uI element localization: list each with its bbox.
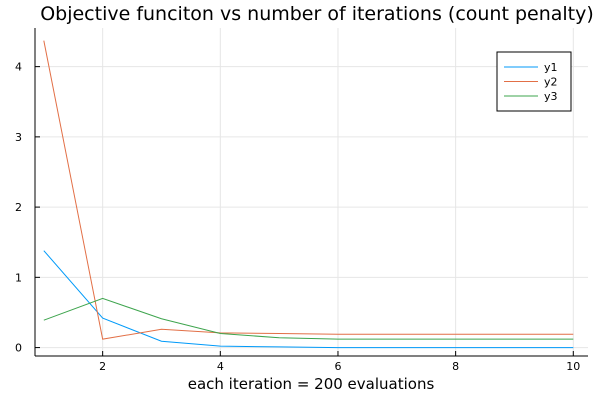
series-line-y2 — [43, 40, 574, 340]
legend-label-y1: y1 — [544, 61, 558, 74]
x-tick-label: 4 — [217, 360, 224, 373]
x-tick-label: 8 — [452, 360, 459, 373]
tick-labels: 2 4 6 8 10 0 1 2 3 4 — [15, 61, 580, 373]
y-tick-label: 3 — [15, 131, 22, 144]
x-tick-label: 10 — [566, 360, 580, 373]
legend-label-y3: y3 — [544, 90, 558, 103]
legend-label-y2: y2 — [544, 76, 558, 89]
chart-title: Objective funciton vs number of iteratio… — [40, 3, 594, 25]
y-tick-label: 4 — [15, 61, 22, 74]
series-lines — [43, 40, 574, 349]
y-tick-label: 2 — [15, 201, 22, 214]
y-tick-label: 0 — [15, 342, 22, 355]
y-tick-label: 1 — [15, 271, 22, 284]
x-tick-label: 6 — [334, 360, 341, 373]
series-line-y1 — [43, 250, 574, 349]
series-line-y3 — [43, 297, 574, 340]
axes — [34, 28, 588, 357]
x-axis-label: each iteration = 200 evaluations — [188, 375, 435, 393]
x-tick-label: 2 — [99, 360, 106, 373]
